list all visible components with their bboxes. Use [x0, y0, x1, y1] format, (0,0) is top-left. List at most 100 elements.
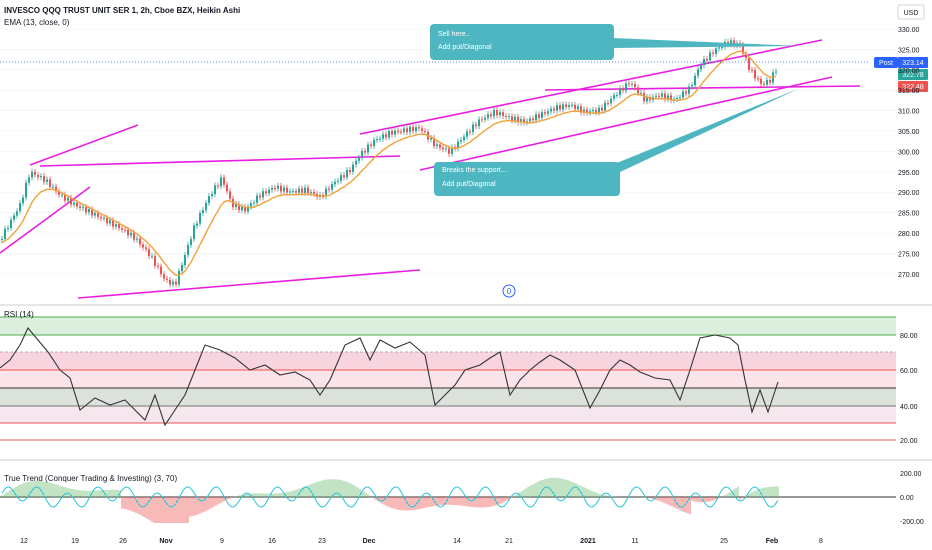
candle-body [367, 144, 369, 153]
last-price-value: 323.14 [902, 60, 924, 67]
candle-body [376, 139, 378, 141]
candle-body [274, 187, 276, 189]
trendline-7[interactable] [544, 85, 861, 91]
price-tick-label: 325.00 [898, 47, 920, 54]
candle-body [88, 209, 90, 213]
candle-body [211, 194, 213, 197]
candle-body [769, 79, 771, 83]
candle-body [442, 147, 444, 150]
candle-body [592, 110, 594, 112]
candle-body [412, 126, 414, 132]
candle-body [223, 177, 225, 185]
trendline-1[interactable] [0, 186, 91, 254]
candle-body [604, 102, 606, 111]
candle-body [268, 189, 270, 194]
candle-body [634, 83, 636, 88]
candle-body [97, 213, 99, 217]
support-callout-line1: Breaks the support.... [442, 167, 509, 174]
sell-callout[interactable]: Sell here.. Add put/Diagonal [430, 24, 800, 60]
candle-body [754, 70, 756, 79]
price-axis[interactable]: USD 3 [897, 4, 925, 20]
ema-legend: EMA (13, close, 0) [4, 18, 70, 27]
candle-body [580, 106, 582, 113]
trendline-2[interactable] [29, 124, 139, 166]
trendline-6[interactable] [419, 76, 833, 171]
candle-body [259, 195, 261, 198]
candle-body [241, 206, 243, 211]
true-trend-pane[interactable]: True Trend (Conquer Trading & Investing)… [0, 474, 896, 523]
candle-body [64, 194, 66, 201]
candle-body [637, 87, 639, 94]
candle-body [655, 95, 657, 97]
candle-body [688, 86, 690, 94]
support-callout[interactable]: Breaks the support.... Add put/Diagonal [434, 88, 800, 196]
support-callout-box[interactable] [434, 162, 620, 196]
candle-body [763, 83, 765, 85]
candle-body [712, 52, 714, 54]
rsi-upper-zone [0, 317, 896, 335]
price-badges: Post 323.14 322.78 322.48 [874, 57, 928, 92]
true-trend-axis-ticks: 200.00 0.00 -200.00 [900, 471, 924, 526]
candle-body [49, 179, 51, 188]
candle-body [55, 186, 57, 192]
candle-body [700, 65, 702, 70]
candle-body [556, 105, 558, 111]
trendline-4[interactable] [77, 269, 421, 299]
trendline-3[interactable] [39, 155, 401, 167]
candle-body [394, 130, 396, 135]
price-tick-label: 310.00 [898, 109, 920, 116]
candle-body [40, 176, 42, 178]
price-tick-label: 290.00 [898, 190, 920, 197]
candle-body [616, 94, 618, 96]
post-value-badge [898, 81, 928, 92]
candle-body [391, 131, 393, 135]
candle-body [421, 128, 423, 132]
candle-body [526, 121, 528, 123]
candle-body [22, 197, 24, 204]
candle-body [229, 191, 231, 199]
candle-body [364, 151, 366, 153]
candle-body [685, 91, 687, 94]
event-marker-icon[interactable] [502, 284, 516, 298]
candle-body [568, 105, 570, 107]
candle-body [748, 58, 750, 70]
candle-body [610, 98, 612, 104]
true-trend-tick-label: 0.00 [900, 495, 914, 502]
candle-body [403, 128, 405, 132]
sell-callout-box[interactable] [430, 24, 614, 60]
candle-body [439, 144, 441, 148]
candle-body [373, 139, 375, 146]
candle-body [496, 110, 498, 116]
price-tick-label: 320.00 [898, 68, 920, 75]
candle-body [73, 202, 75, 205]
candle-body [247, 206, 249, 212]
candle-body [10, 219, 12, 228]
time-axis[interactable]: 12 19 26 Nov 9 16 23 Dec 14 21 2021 11 25 Feb 8 [20, 538, 823, 545]
candle-body [28, 177, 30, 183]
candle-body [301, 188, 303, 193]
rsi-axis-ticks: 80.00 60.00 40.00 20.00 [900, 333, 918, 445]
candle-body [730, 40, 732, 45]
ema-badge [898, 69, 928, 80]
candle-body [664, 93, 666, 100]
candle-body [520, 119, 522, 123]
candle-body [469, 131, 471, 133]
candle-body [322, 194, 324, 197]
time-tick-label: 12 [20, 538, 28, 545]
trendlines[interactable] [0, 39, 861, 299]
currency-badge[interactable] [897, 4, 925, 20]
price-tick-label: 300.00 [898, 149, 920, 156]
candle-body [220, 177, 222, 187]
candle-body [646, 97, 648, 102]
candle-body [205, 202, 207, 211]
candle-body [475, 124, 477, 127]
candle-body [133, 232, 135, 240]
sell-callout-pointer [612, 38, 800, 48]
price-tick-label: 280.00 [898, 231, 920, 238]
candle-body [226, 184, 228, 192]
rsi-pane[interactable]: RSI (14) [0, 310, 896, 441]
candle-body [1, 238, 3, 240]
candle-body [721, 46, 723, 48]
candle-body [718, 47, 720, 49]
